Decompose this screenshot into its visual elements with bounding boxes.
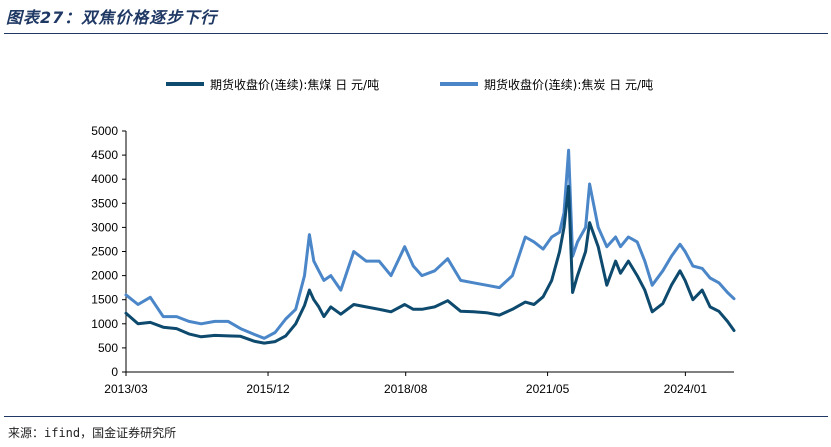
y-tick-label: 3000 (91, 220, 118, 234)
source-note: 来源：ifind，国金证券研究所 (8, 426, 177, 440)
y-tick-label: 5000 (91, 124, 118, 138)
y-tick-label: 2000 (91, 269, 118, 283)
series-line-coking-coal (124, 184, 736, 345)
y-tick-label: 0 (111, 365, 118, 379)
x-tick-label: 2013/03 (104, 382, 148, 396)
legend-label-coke: 期货收盘价(连续):焦炭 日 元/吨 (484, 77, 653, 92)
chart-legend: 期货收盘价(连续):焦煤 日 元/吨 期货收盘价(连续):焦炭 日 元/吨 (166, 77, 653, 92)
figure-title: 图表27：双焦价格逐步下行 (6, 8, 218, 27)
series-line-coke (124, 148, 736, 340)
x-tick-label: 2018/08 (384, 382, 428, 396)
chart-series (124, 148, 736, 345)
x-tick-label: 2021/05 (526, 382, 570, 396)
title-divider (4, 33, 828, 34)
y-tick-label: 3500 (91, 196, 118, 210)
y-tick-label: 4000 (91, 172, 118, 186)
y-tick-label: 4500 (91, 148, 118, 162)
line-chart: 期货收盘价(连续):焦煤 日 元/吨 期货收盘价(连续):焦炭 日 元/吨 0 5… (91, 77, 736, 396)
y-tick-label: 1500 (91, 293, 118, 307)
y-tick-label: 500 (98, 341, 118, 355)
x-tick-label: 2024/01 (664, 382, 708, 396)
footer-divider (4, 416, 828, 417)
chart-axes: 0 500 1000 1500 2000 2500 3000 3500 4000 4500 5000… (91, 124, 734, 396)
y-tick-label: 1000 (91, 317, 118, 331)
legend-label-coking-coal: 期货收盘价(连续):焦煤 日 元/吨 (210, 77, 379, 92)
x-tick-label: 2015/12 (246, 382, 290, 396)
y-tick-label: 2500 (91, 245, 118, 259)
